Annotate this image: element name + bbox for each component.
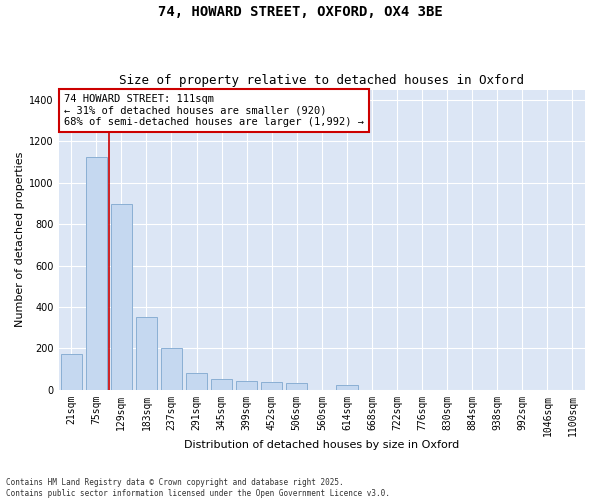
Bar [336,384,358,390]
Bar [110,204,132,390]
Bar [261,382,283,390]
Bar [286,382,307,390]
Bar [61,354,82,390]
Title: Size of property relative to detached houses in Oxford: Size of property relative to detached ho… [119,74,524,87]
Text: 74, HOWARD STREET, OXFORD, OX4 3BE: 74, HOWARD STREET, OXFORD, OX4 3BE [158,5,442,19]
Y-axis label: Number of detached properties: Number of detached properties [15,152,25,328]
Bar [86,157,107,390]
Bar [136,318,157,390]
Bar [186,374,207,390]
X-axis label: Distribution of detached houses by size in Oxford: Distribution of detached houses by size … [184,440,460,450]
Text: 74 HOWARD STREET: 111sqm
← 31% of detached houses are smaller (920)
68% of semi-: 74 HOWARD STREET: 111sqm ← 31% of detach… [64,94,364,128]
Bar [211,380,232,390]
Text: Contains HM Land Registry data © Crown copyright and database right 2025.
Contai: Contains HM Land Registry data © Crown c… [6,478,390,498]
Bar [161,348,182,390]
Bar [236,380,257,390]
